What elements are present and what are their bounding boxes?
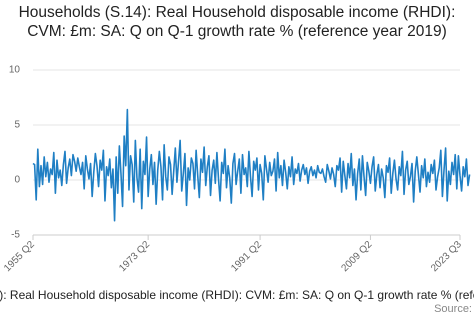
x-tick-label: 2023 Q3 — [429, 239, 464, 274]
x-tick-label: 1991 Q2 — [229, 239, 264, 274]
source: Source: — [434, 303, 472, 315]
y-tick-label: 0 — [14, 175, 20, 186]
x-tick-label: 1955 Q2 — [2, 239, 37, 274]
x-tick-label: 1973 Q2 — [117, 239, 152, 274]
chart-title: Households (S.14): Real Household dispos… — [18, 4, 456, 40]
legend-label: Households (S.14): Real Household dispos… — [0, 288, 474, 302]
y-tick-label: 5 — [14, 120, 20, 131]
y-tick-label: 10 — [9, 65, 21, 76]
y-tick-label: -5 — [11, 230, 20, 241]
series-line — [32, 108, 471, 222]
x-tick-label: 2009 Q2 — [340, 239, 375, 274]
